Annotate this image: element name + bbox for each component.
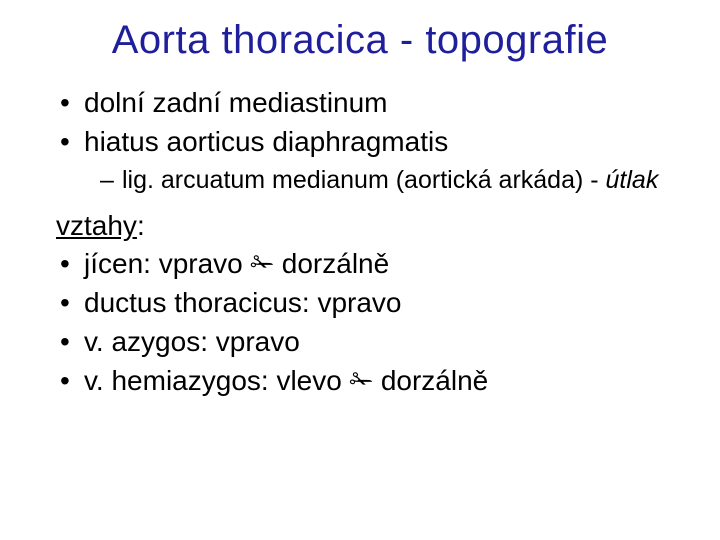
slide-title: Aorta thoracica - topografie (30, 18, 690, 63)
relation-after: dorzálně (373, 365, 488, 396)
sub-bullet-italic: útlak (606, 166, 659, 194)
relation-after: dorzálně (274, 248, 389, 279)
slide: Aorta thoracica - topografie dolní zadní… (0, 0, 720, 540)
relation-item: v. azygos: vpravo (60, 324, 690, 359)
bullet-item: dolní zadní mediastinum (60, 85, 690, 120)
relation-before: jícen: vpravo (84, 248, 251, 279)
relation-before: ductus thoracicus: vpravo (84, 287, 402, 318)
relation-item: v. hemiazygos: vlevo ✁ dorzálně (60, 363, 690, 398)
relation-before: v. azygos: vpravo (84, 326, 300, 357)
sub-bullet-item: lig. arcuatum medianum (aortická arkáda)… (60, 165, 690, 196)
sub-bullet-text: lig. arcuatum medianum (aortická arkáda)… (122, 166, 606, 194)
section-label: vztahy (56, 210, 137, 241)
section-colon: : (137, 210, 145, 241)
relation-item: ductus thoracicus: vpravo (60, 285, 690, 320)
arrow-icon: ✁ (251, 248, 274, 279)
bullet-item: hiatus aorticus diaphragmatis (60, 124, 690, 159)
arrow-icon: ✁ (350, 365, 373, 396)
relation-before: v. hemiazygos: vlevo (84, 365, 350, 396)
relation-item: jícen: vpravo ✁ dorzálně (60, 246, 690, 281)
section-heading: vztahy: (58, 210, 690, 242)
